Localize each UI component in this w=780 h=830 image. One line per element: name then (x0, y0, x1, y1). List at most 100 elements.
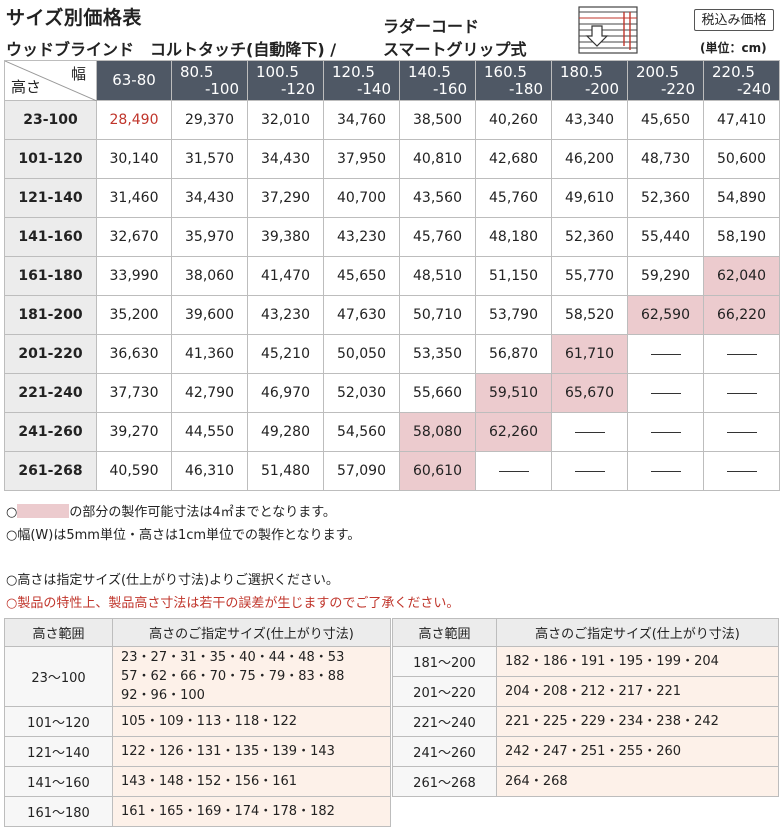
width-header-start: 140.5 (408, 62, 451, 81)
price-cell: 45,210 (247, 334, 324, 374)
table-row: 161-180 33,990 38,060 41,470 45,650 48,510 51,… (4, 256, 780, 296)
unavailable-cell (627, 412, 704, 452)
height-range-label: 261-268 (4, 451, 97, 491)
unavailable-cell (475, 451, 552, 491)
height-range-cell: 221〜240 (392, 706, 497, 737)
table-row: 181-200 35,200 39,600 43,230 47,630 50,710 53,… (4, 295, 780, 335)
table-row: 261〜268 264・268 (392, 766, 779, 797)
price-cell: 40,810 (399, 139, 476, 179)
price-cell: 61,710 (551, 334, 628, 374)
width-header-6: 180.5 -200 (551, 60, 628, 101)
price-cell: 29,370 (171, 100, 248, 140)
size-options-cell: 105・109・113・118・122 (112, 706, 391, 737)
unavailable-cell (551, 412, 628, 452)
dash-mark (726, 431, 757, 433)
width-header-end: -160 (432, 79, 467, 98)
table-row: 141-160 32,670 35,970 39,380 43,230 45,760 48,… (4, 217, 780, 257)
height-range-cell: 261〜268 (392, 766, 497, 797)
size-options-cell: 221・225・229・234・238・242 (496, 706, 779, 737)
price-cell: 41,470 (247, 256, 324, 296)
size-options-line: 122・126・131・135・139・143 (121, 744, 335, 759)
price-cell: 47,410 (703, 100, 780, 140)
table-row: 121-140 31,460 34,430 37,290 40,700 43,560 45,… (4, 178, 780, 218)
width-axis-label: 幅 (70, 65, 86, 83)
unavailable-cell (703, 334, 780, 374)
unavailable-cell (627, 451, 704, 491)
table-row: 161〜180 161・165・169・174・178・182 (4, 796, 391, 827)
size-options-cell: 122・126・131・135・139・143 (112, 736, 391, 767)
size-options-line: 23・27・31・35・40・44・48・53 (121, 650, 345, 665)
note-area-limit: ○ の部分の製作可能寸法は4㎡までとなります。 (6, 501, 336, 520)
width-header-8: 220.5 -240 (703, 60, 780, 101)
price-cell: 38,060 (171, 256, 248, 296)
price-cell: 39,380 (247, 217, 324, 257)
size-options-cell: 264・268 (496, 766, 779, 797)
price-cell: 48,180 (475, 217, 552, 257)
size-options-line: 105・109・113・118・122 (121, 714, 298, 729)
size-options-cell: 204・208・212・217・221 (496, 676, 779, 707)
price-cell: 59,510 (475, 373, 552, 413)
col-header-sizes: 高さのご指定サイズ(仕上がり寸法) (496, 618, 779, 647)
price-cell: 42,790 (171, 373, 248, 413)
table-row: 241-260 39,270 44,550 49,280 54,560 58,080 62,… (4, 412, 780, 452)
price-cell: 46,200 (551, 139, 628, 179)
price-cell: 28,490 (96, 100, 172, 140)
price-cell: 58,520 (551, 295, 628, 335)
price-cell: 51,150 (475, 256, 552, 296)
unavailable-cell (703, 373, 780, 413)
dash-mark (650, 392, 681, 394)
width-header-end: -140 (356, 79, 391, 98)
width-header-start: 220.5 (712, 62, 755, 81)
width-header-2: 100.5 -120 (247, 60, 324, 101)
width-header-1: 80.5 -100 (171, 60, 248, 101)
price-cell: 62,590 (627, 295, 704, 335)
table-row: 101〜120 105・109・113・118・122 (4, 706, 391, 737)
price-cell: 49,280 (247, 412, 324, 452)
width-header-start: 200.5 (636, 62, 679, 81)
price-cell: 48,510 (399, 256, 476, 296)
width-header-start: 100.5 (256, 62, 299, 81)
price-cell: 43,230 (323, 217, 400, 257)
price-cell: 60,610 (399, 451, 476, 491)
height-range-cell: 121〜140 (4, 736, 113, 767)
price-cell: 58,190 (703, 217, 780, 257)
width-header-end: -200 (584, 79, 619, 98)
width-header-end: -100 (204, 79, 239, 98)
note-tolerance-warning: ○製品の特性上、製品高さ寸法は若干の誤差が生じますのでご了承ください。 (6, 596, 460, 611)
price-cell: 49,610 (551, 178, 628, 218)
dash-mark (650, 431, 681, 433)
height-range-cell: 23〜100 (4, 646, 113, 707)
height-range-cell: 181〜200 (392, 646, 497, 677)
width-header-start: 80.5 (180, 62, 214, 81)
height-range-label: 221-240 (4, 373, 97, 413)
price-cell: 53,790 (475, 295, 552, 335)
size-options-cell: 242・247・251・255・260 (496, 736, 779, 767)
price-cell: 30,140 (96, 139, 172, 179)
col-header-range: 高さ範囲 (4, 618, 113, 647)
price-cell: 31,460 (96, 178, 172, 218)
size-table-left: 高さ範囲 高さのご指定サイズ(仕上がり寸法) 23〜100 23・27・31・35… (4, 618, 391, 827)
note-bullet: ○ (6, 505, 18, 520)
height-range-label: 201-220 (4, 334, 97, 374)
price-cell: 46,310 (171, 451, 248, 491)
size-options-line: 92・96・100 (121, 688, 205, 703)
height-range-cell: 241〜260 (392, 736, 497, 767)
width-header-5: 160.5 -180 (475, 60, 552, 101)
width-header-start: 180.5 (560, 62, 603, 81)
unavailable-cell (703, 412, 780, 452)
page-title: サイズ別価格表 (6, 7, 142, 29)
price-cell: 34,430 (171, 178, 248, 218)
price-cell: 55,660 (399, 373, 476, 413)
size-options-cell: 161・165・169・174・178・182 (112, 796, 391, 827)
table-corner-cell: 幅 高さ (4, 60, 97, 101)
size-options-line: 221・225・229・234・238・242 (505, 714, 719, 729)
price-cell: 45,760 (475, 178, 552, 218)
price-table: 幅 高さ 63-80 80.5 -100 100.5 -120 120.5 -140 140.… (4, 60, 780, 491)
width-header-end: -180 (508, 79, 543, 98)
price-cell: 38,500 (399, 100, 476, 140)
dash-mark (574, 431, 605, 433)
price-cell: 40,700 (323, 178, 400, 218)
price-cell: 37,290 (247, 178, 324, 218)
price-cell: 32,670 (96, 217, 172, 257)
product-name: ウッドブラインド コルトタッチ(自動降下) / (6, 40, 337, 59)
